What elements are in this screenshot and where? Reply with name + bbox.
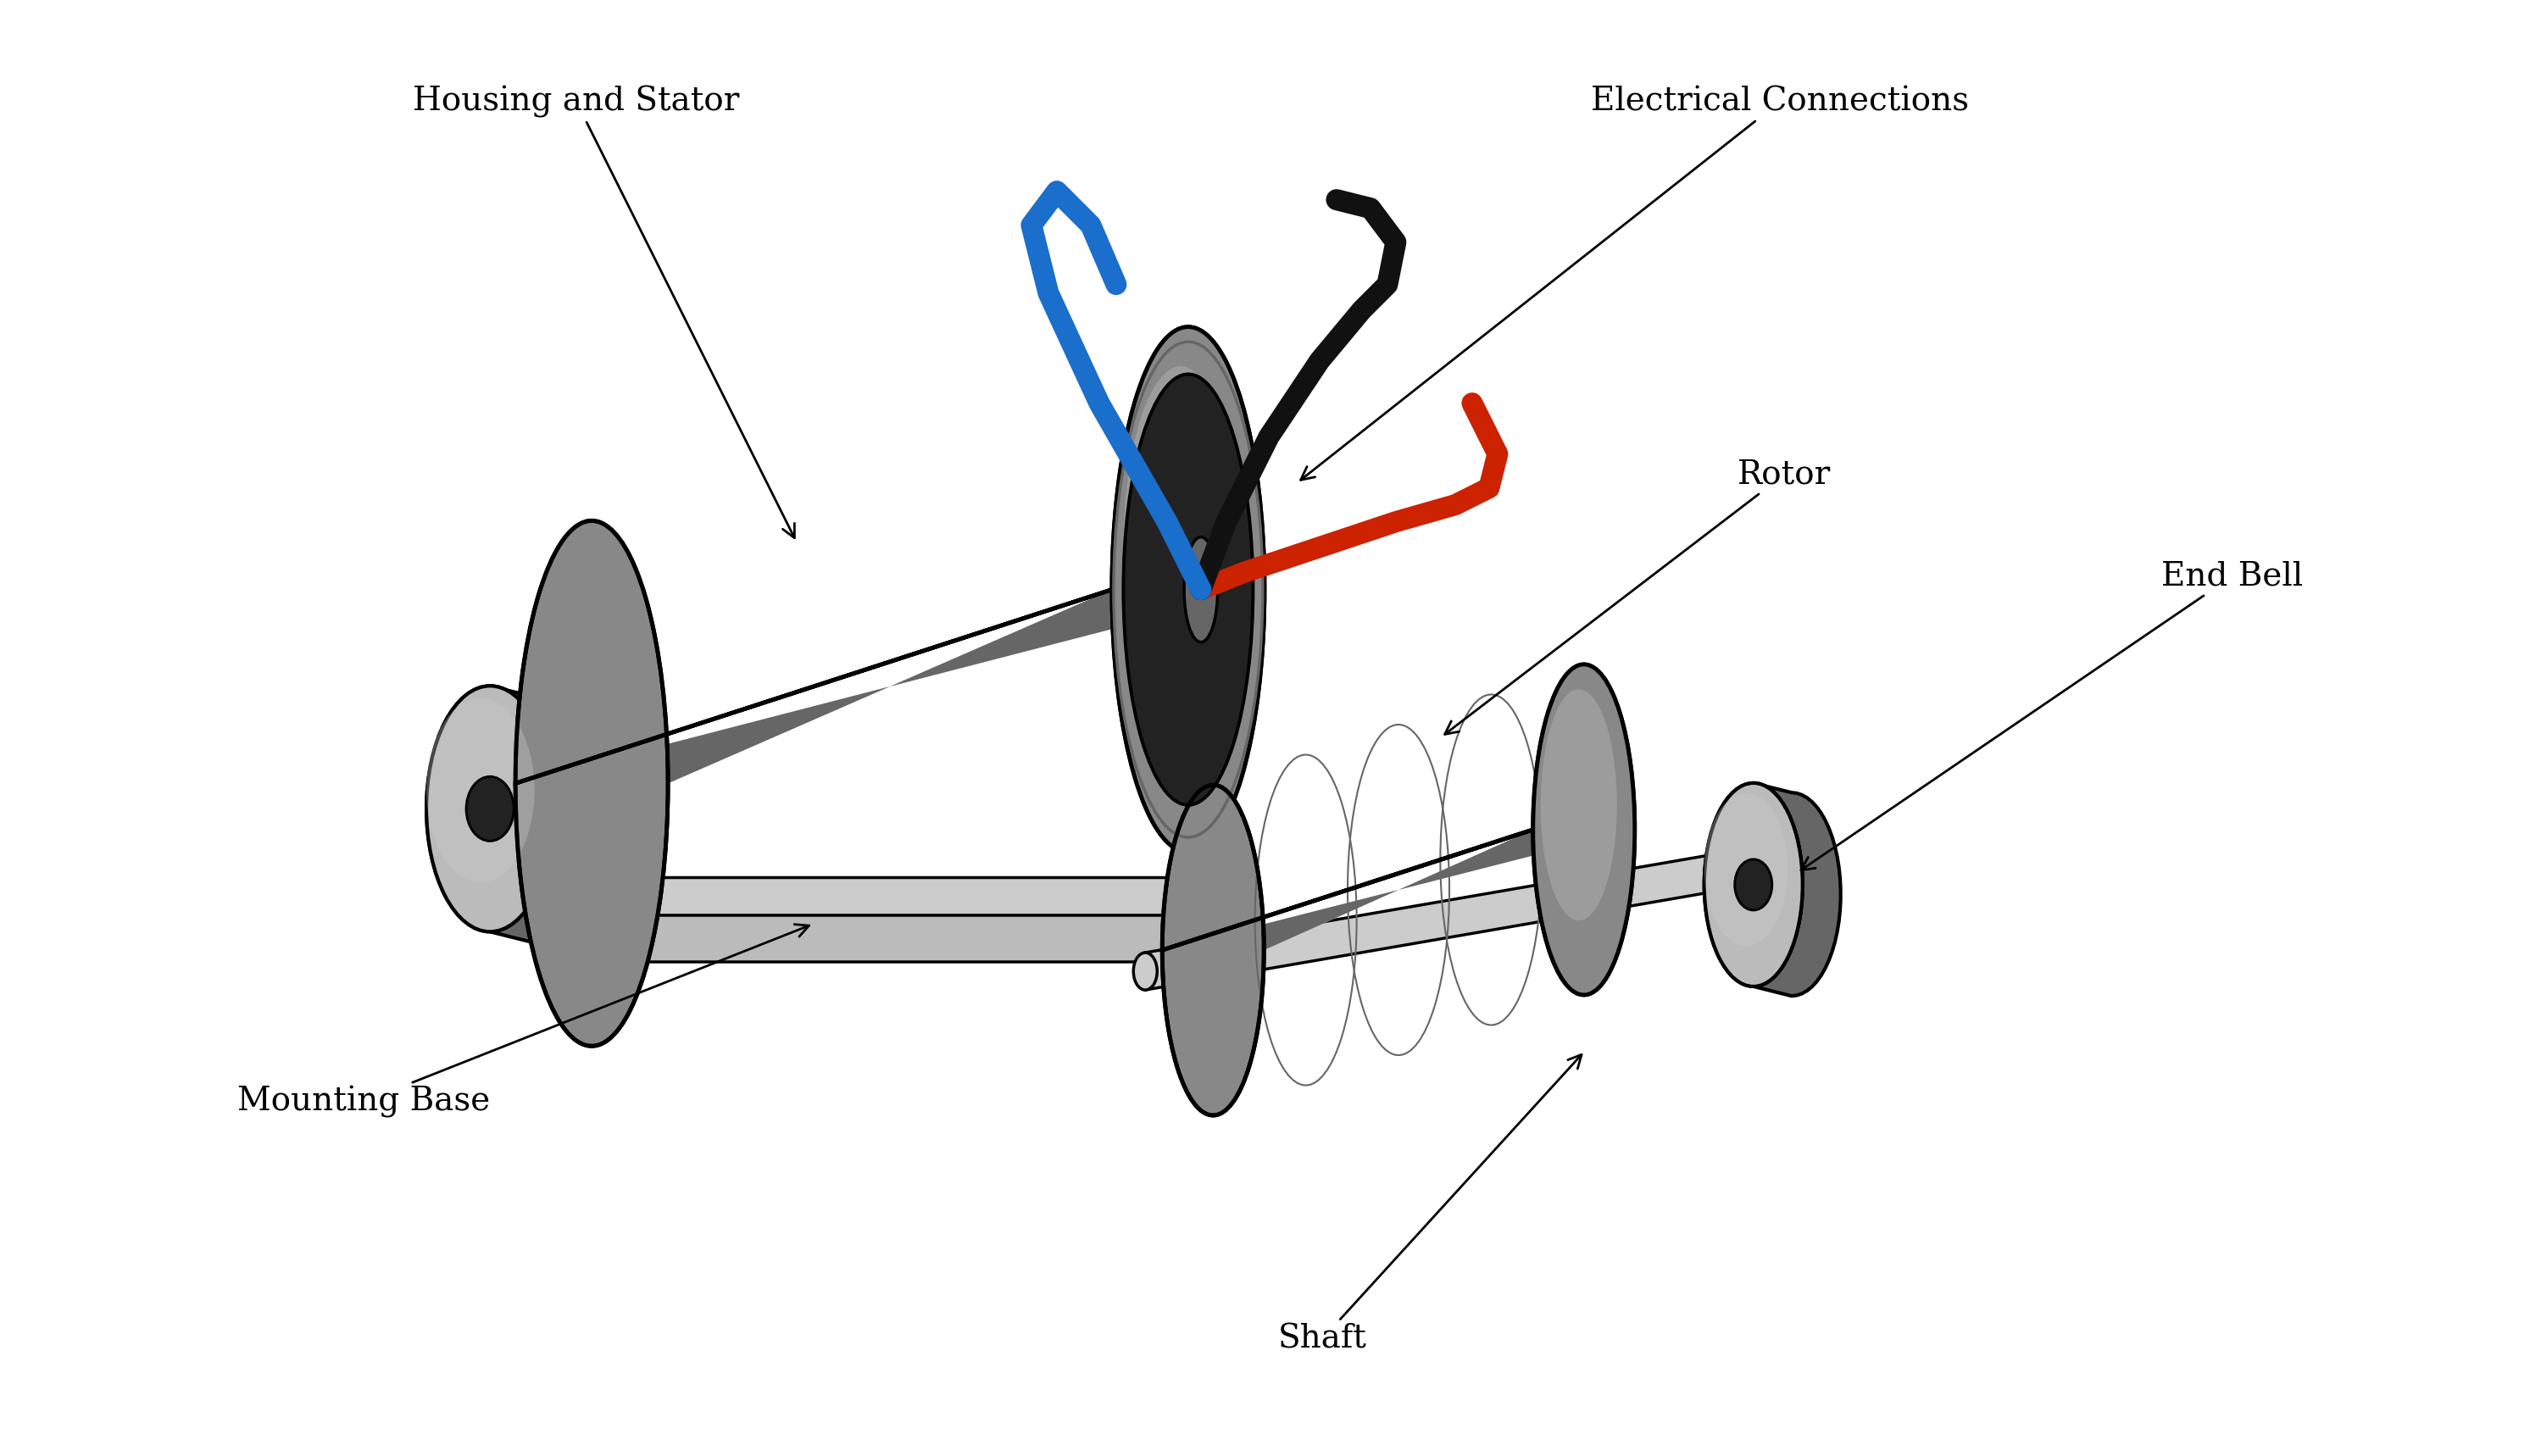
Ellipse shape [1708,853,1730,891]
Text: Mounting Base: Mounting Base [236,925,808,1118]
Ellipse shape [1532,664,1634,994]
Text: Housing and Stator: Housing and Stator [414,86,795,537]
Ellipse shape [1133,952,1156,990]
Ellipse shape [1113,326,1265,852]
Polygon shape [490,686,600,943]
Ellipse shape [465,776,513,842]
Polygon shape [1753,783,1840,996]
Ellipse shape [1736,859,1771,910]
Ellipse shape [1705,794,1789,946]
Polygon shape [617,916,1174,962]
Polygon shape [617,877,1169,916]
Ellipse shape [1705,783,1802,986]
Text: End Bell: End Bell [1802,561,2302,871]
Ellipse shape [427,686,554,932]
Ellipse shape [1540,689,1616,920]
Polygon shape [1161,830,1634,1115]
Text: Rotor: Rotor [1446,459,1832,734]
Ellipse shape [1161,785,1263,1115]
Text: Electrical Connections: Electrical Connections [1301,86,1969,480]
Polygon shape [516,590,1265,1045]
Ellipse shape [1705,783,1802,986]
Text: Shaft: Shaft [1278,1054,1581,1354]
Ellipse shape [1123,374,1253,805]
Ellipse shape [516,521,668,1045]
Polygon shape [1146,853,1720,990]
Polygon shape [590,916,623,974]
Ellipse shape [427,699,534,882]
Ellipse shape [1184,537,1217,642]
Ellipse shape [427,686,554,932]
Polygon shape [1161,830,1634,1115]
Polygon shape [516,590,1265,1045]
Ellipse shape [1123,367,1237,734]
